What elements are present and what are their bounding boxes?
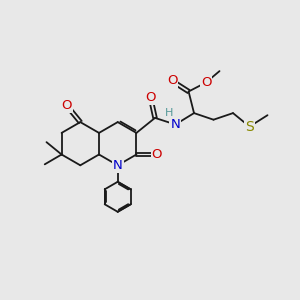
Text: N: N <box>113 159 123 172</box>
Text: O: O <box>167 74 177 88</box>
Text: O: O <box>152 148 162 161</box>
Text: O: O <box>61 99 72 112</box>
Text: N: N <box>170 118 180 131</box>
Text: O: O <box>145 91 156 104</box>
Text: H: H <box>165 108 174 118</box>
Text: O: O <box>201 76 211 89</box>
Text: S: S <box>245 120 254 134</box>
